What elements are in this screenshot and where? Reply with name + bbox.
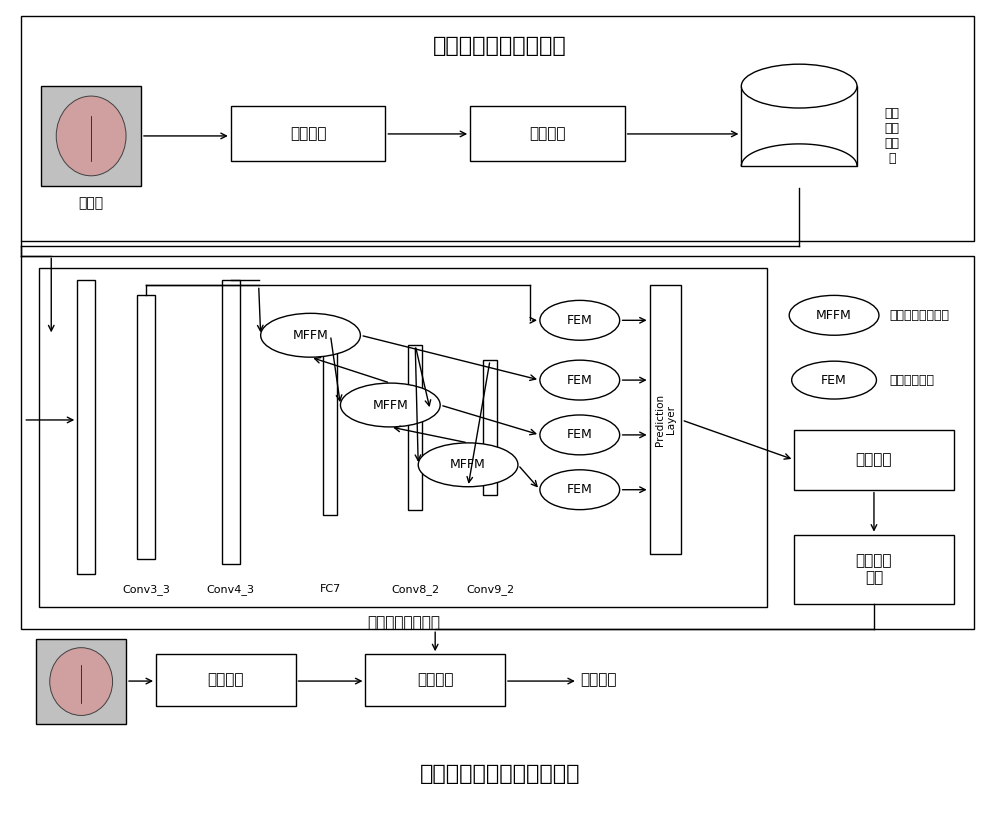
Bar: [77, 281, 95, 574]
Text: FC7: FC7: [320, 584, 341, 594]
Bar: [365, 654, 505, 706]
Text: 齿痕检测: 齿痕检测: [856, 452, 892, 468]
Ellipse shape: [792, 361, 876, 399]
Text: FEM: FEM: [567, 374, 593, 387]
Bar: [21, 255, 974, 629]
Text: 特征增强模块: 特征增强模块: [889, 374, 934, 387]
Bar: [156, 654, 296, 706]
Text: 齿痕
检测
数据
集: 齿痕 检测 数据 集: [884, 107, 899, 165]
Text: 检测结果: 检测结果: [580, 672, 616, 688]
Bar: [650, 286, 681, 555]
Text: Conv3_3: Conv3_3: [122, 584, 170, 595]
Ellipse shape: [789, 295, 879, 335]
Ellipse shape: [540, 470, 620, 510]
Bar: [222, 281, 240, 565]
Bar: [21, 16, 974, 241]
Bar: [483, 360, 497, 494]
Ellipse shape: [741, 64, 857, 108]
Text: 舌体分割: 舌体分割: [290, 126, 326, 141]
Text: 舌体分割: 舌体分割: [208, 672, 244, 688]
Ellipse shape: [261, 313, 360, 357]
Bar: [231, 106, 385, 161]
Text: MFFM: MFFM: [372, 398, 408, 411]
Text: MFFM: MFFM: [450, 459, 486, 472]
Ellipse shape: [540, 360, 620, 400]
Ellipse shape: [56, 96, 126, 175]
Text: 齿痕检测: 齿痕检测: [417, 672, 453, 688]
Text: Conv4_3: Conv4_3: [207, 584, 255, 595]
Text: FEM: FEM: [821, 374, 847, 387]
Ellipse shape: [50, 648, 113, 716]
Text: FEM: FEM: [567, 428, 593, 441]
Text: 多层特征融合模块: 多层特征融合模块: [889, 308, 949, 322]
Bar: [470, 106, 625, 161]
Text: MFFM: MFFM: [293, 329, 328, 342]
Text: 舌图像: 舌图像: [79, 197, 104, 211]
Bar: [41, 86, 141, 186]
Text: Prediction
Layer: Prediction Layer: [655, 394, 676, 446]
Text: Conv9_2: Conv9_2: [466, 584, 514, 595]
Text: 齿痕检测数据集的构建: 齿痕检测数据集的构建: [433, 36, 567, 56]
Text: MFFM: MFFM: [816, 308, 852, 322]
Bar: [794, 534, 954, 605]
Bar: [408, 345, 422, 510]
Text: 齿痕检测网络的设计与训练: 齿痕检测网络的设计与训练: [420, 764, 580, 783]
Text: FEM: FEM: [567, 314, 593, 326]
Bar: [323, 335, 337, 515]
Text: Conv8_2: Conv8_2: [391, 584, 439, 595]
Bar: [137, 295, 155, 560]
Text: FEM: FEM: [567, 483, 593, 496]
Bar: [39, 268, 767, 607]
Bar: [794, 430, 954, 490]
Ellipse shape: [418, 443, 518, 486]
Text: 齿痕标注: 齿痕标注: [529, 126, 566, 141]
Text: 齿痕检测网络模型: 齿痕检测网络模型: [367, 614, 440, 630]
Ellipse shape: [540, 415, 620, 455]
Bar: [36, 639, 126, 724]
Bar: [741, 86, 857, 166]
Text: 齿痕检测
模型: 齿痕检测 模型: [856, 553, 892, 586]
Ellipse shape: [540, 300, 620, 340]
Ellipse shape: [340, 383, 440, 427]
